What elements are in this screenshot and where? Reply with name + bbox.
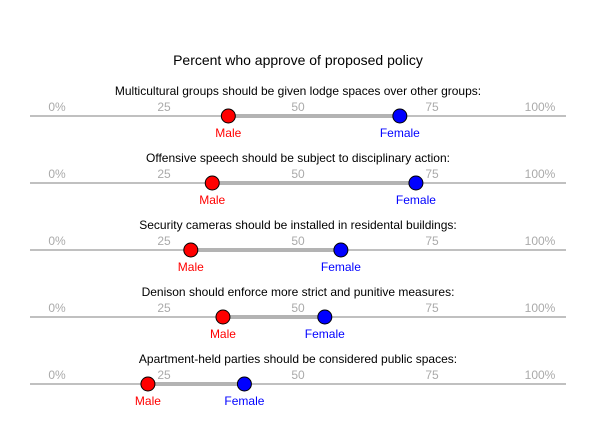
tick-label: 100%: [525, 100, 556, 114]
question-panel: Apartment-held parties should be conside…: [30, 352, 566, 408]
female-point: [333, 242, 349, 258]
tick-label: 75: [425, 368, 439, 382]
male-point: [220, 108, 236, 124]
tick-label: 75: [425, 234, 439, 248]
male-label: Male: [199, 193, 225, 207]
male-label: Male: [210, 327, 236, 341]
tick-label: 100%: [525, 234, 556, 248]
question-label: Security cameras should be installed in …: [139, 218, 457, 232]
tick-label: 50: [291, 167, 305, 181]
question-label: Denison should enforce more strict and p…: [142, 285, 455, 299]
female-point: [408, 175, 424, 191]
tick-label: 0%: [48, 368, 66, 382]
male-point: [140, 376, 156, 392]
tick-label: 50: [291, 234, 305, 248]
male-label: Male: [135, 394, 161, 408]
tick-label: 25: [157, 167, 171, 181]
male-label: Male: [215, 126, 241, 140]
tick-label: 0%: [48, 301, 66, 315]
female-label: Female: [224, 394, 264, 408]
tick-label: 100%: [525, 368, 556, 382]
question-panel: Multicultural groups should be given lod…: [30, 84, 566, 140]
tick-label: 25: [157, 301, 171, 315]
female-label: Female: [321, 260, 361, 274]
tick-label: 50: [291, 301, 305, 315]
female-point: [236, 376, 252, 392]
question-label: Offensive speech should be subject to di…: [146, 151, 450, 165]
question-panel: Denison should enforce more strict and p…: [30, 285, 566, 341]
female-label: Female: [305, 327, 345, 341]
female-label: Female: [380, 126, 420, 140]
tick-label: 75: [425, 301, 439, 315]
tick-label: 100%: [525, 301, 556, 315]
tick-label: 75: [425, 167, 439, 181]
tick-label: 25: [157, 368, 171, 382]
question-panel: Security cameras should be installed in …: [30, 218, 566, 274]
chart-title: Percent who approve of proposed policy: [173, 52, 423, 68]
tick-label: 25: [157, 234, 171, 248]
female-point: [317, 309, 333, 325]
male-point: [215, 309, 231, 325]
tick-label: 100%: [525, 167, 556, 181]
tick-label: 0%: [48, 100, 66, 114]
male-point: [183, 242, 199, 258]
tick-label: 50: [291, 368, 305, 382]
tick-label: 75: [425, 100, 439, 114]
question-panels: Multicultural groups should be given lod…: [30, 84, 566, 408]
tick-label: 25: [157, 100, 171, 114]
female-point: [392, 108, 408, 124]
question-label: Multicultural groups should be given lod…: [115, 84, 481, 98]
tick-label: 0%: [48, 234, 66, 248]
tick-label: 50: [291, 100, 305, 114]
question-label: Apartment-held parties should be conside…: [139, 352, 457, 366]
male-label: Male: [178, 260, 204, 274]
female-label: Female: [396, 193, 436, 207]
tick-label: 0%: [48, 167, 66, 181]
question-panel: Offensive speech should be subject to di…: [30, 151, 566, 207]
male-point: [204, 175, 220, 191]
